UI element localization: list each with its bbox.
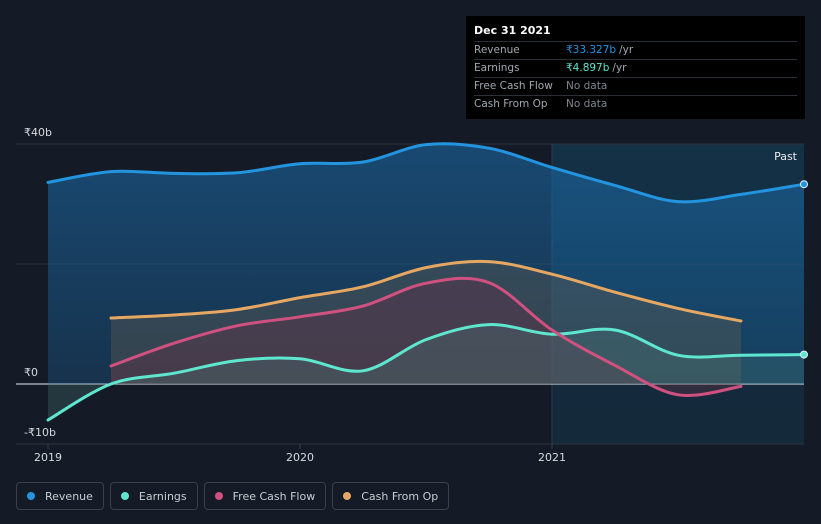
tooltip-row-cash-from-op: Cash From Op No data xyxy=(474,95,797,113)
revenue-end-marker xyxy=(800,180,808,189)
tooltip-unit-revenue: /yr xyxy=(619,44,634,56)
cash-from-op-line xyxy=(109,259,743,323)
tooltip-value-free-cash-flow: No data xyxy=(566,80,608,92)
tooltip-row-earnings: Earnings ₹4.897b /yr xyxy=(474,59,797,77)
legend-label-earnings: Earnings xyxy=(138,489,187,503)
legend-item-free-cash-flow[interactable]: Free Cash Flow xyxy=(203,482,327,510)
past-label: Past xyxy=(774,150,798,163)
legend-item-earnings[interactable]: Earnings xyxy=(109,482,198,510)
tooltip-row-free-cash-flow: Free Cash Flow No data xyxy=(474,77,797,95)
legend-label-free-cash-flow: Free Cash Flow xyxy=(232,489,316,503)
y-tick-label: ₹40b xyxy=(24,126,52,139)
tooltip-label-earnings: Earnings xyxy=(474,62,520,74)
legend-label-cash-from-op: Cash From Op xyxy=(361,489,439,503)
tooltip-label-free-cash-flow: Free Cash Flow xyxy=(474,80,553,92)
y-tick-label: ₹0 xyxy=(24,366,38,379)
legend-item-cash-from-op[interactable]: Cash From Op xyxy=(332,482,450,510)
earnings-line xyxy=(46,323,806,422)
legend-dot-free-cash-flow-icon xyxy=(214,492,223,500)
revenue-line xyxy=(46,142,806,204)
legend: Revenue Earnings Free Cash Flow Cash Fro… xyxy=(16,482,450,510)
free-cash-flow-line xyxy=(109,276,743,397)
x-tick-label: 2021 xyxy=(538,451,566,464)
y-tick-label: -₹10b xyxy=(24,426,56,439)
earnings-area xyxy=(48,324,804,420)
x-tick-label: 2019 xyxy=(34,451,62,464)
free-cash-flow-area xyxy=(111,278,741,396)
tooltip-date: Dec 31 2021 xyxy=(474,24,551,37)
legend-dot-cash-from-op-icon xyxy=(343,492,352,500)
legend-dot-revenue-icon xyxy=(27,492,35,500)
earnings-end-marker xyxy=(800,350,808,359)
cash-from-op-area xyxy=(111,261,741,384)
tooltip-label-cash-from-op: Cash From Op xyxy=(474,98,548,110)
legend-dot-earnings-icon xyxy=(120,492,129,500)
tooltip: Dec 31 2021 Revenue ₹33.327b /yr Earning… xyxy=(466,16,805,119)
tooltip-row-revenue: Revenue ₹33.327b /yr xyxy=(474,41,797,59)
tooltip-value-earnings: ₹4.897b xyxy=(566,62,610,74)
legend-label-revenue: Revenue xyxy=(45,489,93,503)
x-tick-label: 2020 xyxy=(286,451,314,464)
legend-item-revenue[interactable]: Revenue xyxy=(16,482,104,510)
tooltip-label-revenue: Revenue xyxy=(474,44,520,56)
tooltip-unit-earnings: /yr xyxy=(612,62,627,74)
tooltip-value-cash-from-op: No data xyxy=(566,98,608,110)
revenue-area xyxy=(48,143,804,384)
tooltip-value-revenue: ₹33.327b xyxy=(566,44,617,56)
